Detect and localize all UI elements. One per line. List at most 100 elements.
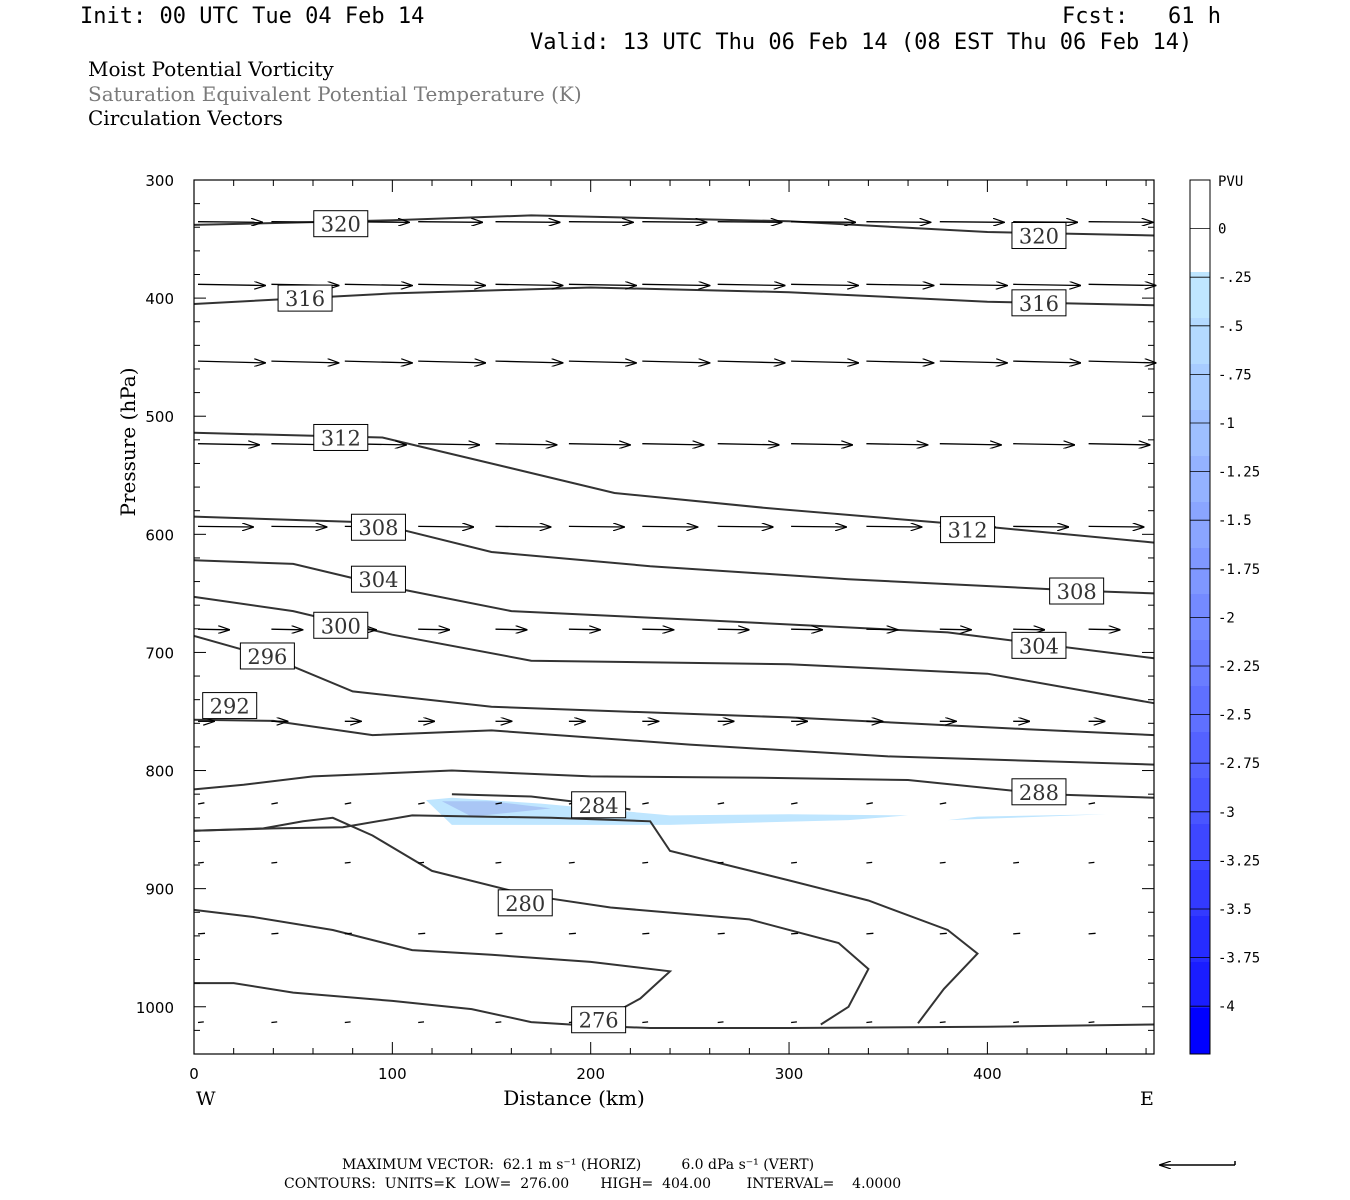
vector-8-4 bbox=[495, 861, 502, 864]
colorbar-swatch-18 bbox=[1190, 1008, 1210, 1055]
vector-8-12 bbox=[1088, 861, 1095, 864]
contour-label-316: 316 bbox=[285, 287, 325, 311]
colorbar-label: -1.25 bbox=[1218, 465, 1260, 481]
contour-label-276: 276 bbox=[579, 1009, 619, 1033]
colorbar-swatch-2 bbox=[1190, 272, 1210, 319]
colorbar-swatch-17 bbox=[1190, 962, 1210, 1009]
vector-10-6 bbox=[642, 1021, 649, 1024]
colorbar-swatch-3 bbox=[1190, 318, 1210, 365]
contour-label-box-6 bbox=[350, 513, 406, 541]
vector-4-8 bbox=[791, 526, 846, 527]
vector-7-8 bbox=[790, 802, 798, 805]
pv-shade-1 bbox=[947, 814, 1107, 821]
colorbar-label: -2 bbox=[1218, 610, 1235, 626]
vector-0-3 bbox=[418, 222, 482, 223]
vector-9-3 bbox=[418, 932, 426, 935]
contour-label-box-3 bbox=[1011, 289, 1067, 317]
colorbar-swatch-14 bbox=[1190, 824, 1210, 871]
vector-5-4 bbox=[495, 629, 527, 630]
colorbar-label: -.25 bbox=[1218, 270, 1252, 286]
vector-7-12 bbox=[1088, 802, 1096, 805]
vector-4-11 bbox=[1013, 526, 1068, 527]
x-tick-label: 100 bbox=[378, 1065, 407, 1083]
y-tick-label: 700 bbox=[145, 644, 174, 662]
vector-0-5 bbox=[568, 222, 633, 223]
vector-5-11 bbox=[1013, 629, 1044, 630]
vector-0-9 bbox=[866, 222, 930, 223]
vector-9-5 bbox=[568, 932, 576, 935]
contour-300-5 bbox=[193, 595, 1155, 705]
vector-3-3 bbox=[418, 444, 479, 445]
vector-3-10 bbox=[939, 444, 1001, 445]
contour-296-6 bbox=[193, 634, 1155, 737]
colorbar-label: -.75 bbox=[1218, 367, 1252, 383]
vector-7-4 bbox=[495, 802, 503, 805]
x-tick-label: 400 bbox=[973, 1065, 1002, 1083]
contour-label-box-4 bbox=[313, 423, 369, 451]
contour-label-box-10 bbox=[313, 611, 369, 639]
contour-label-308: 308 bbox=[1057, 580, 1097, 604]
contour-label-296: 296 bbox=[247, 645, 287, 669]
vector-8-3 bbox=[418, 861, 425, 864]
vector-7-2 bbox=[344, 802, 352, 805]
colorbar-swatch-1 bbox=[1190, 226, 1210, 273]
colorbar-label: -2.5 bbox=[1218, 708, 1252, 724]
vector-10-7 bbox=[717, 1021, 724, 1024]
vector-9-12 bbox=[1088, 932, 1096, 935]
vector-2-6 bbox=[642, 361, 709, 363]
vector-9-1 bbox=[271, 932, 279, 935]
vector-3-7 bbox=[717, 444, 779, 445]
contour-label-320: 320 bbox=[1019, 225, 1059, 249]
vector-2-5 bbox=[568, 361, 636, 363]
vector-0-4 bbox=[495, 222, 560, 223]
vector-4-0 bbox=[197, 526, 253, 527]
contour-label-box-16 bbox=[571, 1006, 627, 1034]
y-tick-label: 900 bbox=[145, 881, 174, 899]
contour-label-280: 280 bbox=[505, 892, 545, 916]
x-tick-label: 300 bbox=[775, 1065, 804, 1083]
vector-10-3 bbox=[418, 1021, 425, 1024]
vector-4-5 bbox=[568, 526, 624, 527]
vector-1-8 bbox=[791, 284, 858, 285]
contour-label-box-0 bbox=[313, 210, 369, 238]
contour-label-292: 292 bbox=[210, 695, 250, 719]
vector-1-11 bbox=[1013, 284, 1080, 285]
vector-2-11 bbox=[1013, 361, 1080, 363]
contour-label-284: 284 bbox=[579, 794, 619, 818]
contour-label-box-14 bbox=[571, 791, 627, 819]
vector-1-12 bbox=[1088, 284, 1156, 285]
vector-3-5 bbox=[568, 444, 630, 445]
contour-label-312: 312 bbox=[321, 426, 361, 450]
x-end-label-east: E bbox=[1140, 1088, 1154, 1110]
vector-1-0 bbox=[197, 284, 265, 285]
y-tick-label: 400 bbox=[145, 290, 174, 308]
vector-1-5 bbox=[568, 284, 636, 285]
vector-5-7 bbox=[717, 629, 749, 630]
legend-vectors: Circulation Vectors bbox=[88, 106, 283, 130]
vector-10-2 bbox=[344, 1021, 351, 1024]
vector-2-4 bbox=[495, 361, 563, 363]
contour-label-288: 288 bbox=[1019, 781, 1059, 805]
colorbar-title: PVU bbox=[1218, 174, 1243, 190]
colorbar-label: -4 bbox=[1218, 999, 1235, 1015]
vector-3-0 bbox=[197, 444, 259, 445]
contour-label-box-11 bbox=[239, 642, 295, 670]
vector-1-4 bbox=[495, 284, 563, 285]
vector-9-6 bbox=[642, 932, 650, 935]
vector-5-6 bbox=[642, 629, 673, 630]
colorbar-swatch-7 bbox=[1190, 502, 1210, 549]
x-tick-label: 200 bbox=[576, 1065, 605, 1083]
vector-5-1 bbox=[271, 629, 302, 630]
contour-label-312: 312 bbox=[948, 519, 988, 543]
x-tick-label: 0 bbox=[189, 1065, 199, 1083]
init-time: Init: 00 UTC Tue 04 Feb 14 bbox=[80, 4, 425, 29]
vector-8-1 bbox=[271, 861, 278, 864]
y-tick-label: 500 bbox=[145, 408, 174, 426]
contour-label-316: 316 bbox=[1019, 292, 1059, 316]
contour-304-4 bbox=[193, 559, 1155, 660]
vector-9-4 bbox=[495, 932, 503, 935]
colorbar-swatch-6 bbox=[1190, 456, 1210, 503]
legend-mpv: Moist Potential Vorticity bbox=[88, 57, 334, 81]
vector-1-6 bbox=[642, 284, 709, 285]
